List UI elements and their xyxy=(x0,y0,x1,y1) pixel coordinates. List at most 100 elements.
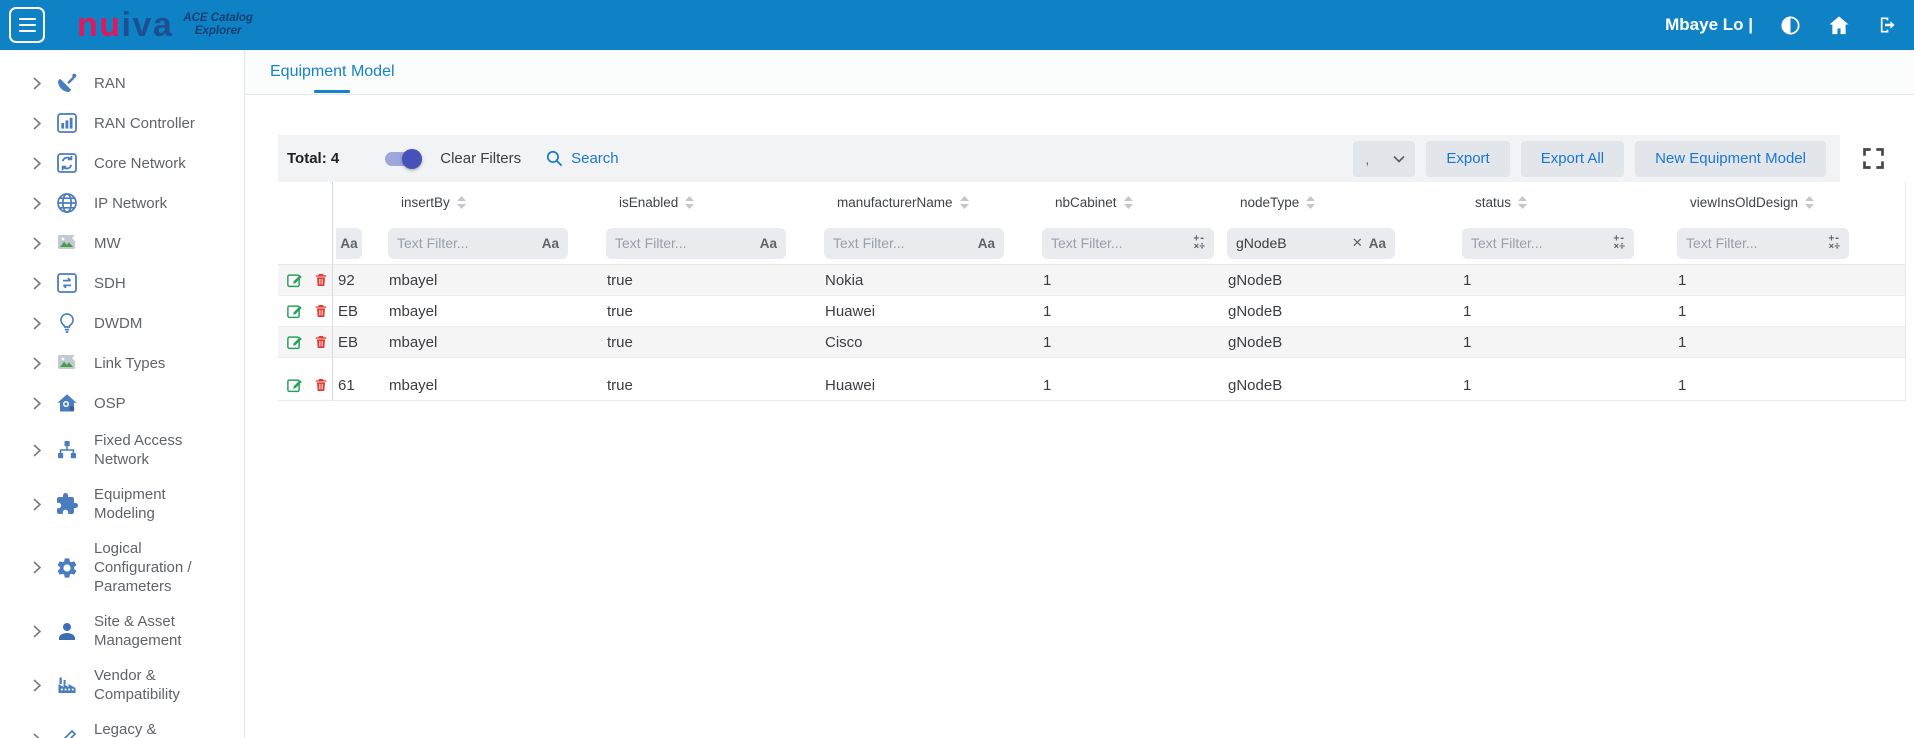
puzzle-icon xyxy=(55,492,79,516)
sidebar-item-core-network[interactable]: Core Network xyxy=(0,143,244,183)
numeric-filter-icon[interactable]: +- ×÷ xyxy=(1193,233,1205,252)
match-case-icon[interactable]: Aa xyxy=(759,235,777,251)
sort-icon[interactable] xyxy=(685,195,695,209)
match-case-icon[interactable]: Aa xyxy=(977,235,995,251)
filter-status-input[interactable] xyxy=(1471,235,1608,251)
column-header-manufacturerName[interactable]: manufacturerName xyxy=(819,195,1037,210)
sort-icon[interactable] xyxy=(456,195,466,209)
column-header-insertBy[interactable]: insertBy xyxy=(383,195,601,210)
user-name: Mbaye Lo | xyxy=(1665,15,1753,34)
satellite-dish-icon xyxy=(55,71,79,95)
delete-button[interactable] xyxy=(313,376,329,394)
chevron-right-icon xyxy=(33,624,41,638)
lightbulb-icon xyxy=(55,311,79,335)
brush-icon xyxy=(55,727,79,738)
sync-box-icon xyxy=(55,151,79,175)
chevron-right-icon xyxy=(33,76,41,90)
edit-button[interactable] xyxy=(286,302,304,320)
export-button[interactable]: Export xyxy=(1426,140,1510,177)
sidebar-item-ran-controller[interactable]: RAN Controller xyxy=(0,103,244,143)
filter-nodeType: ✕ Aa xyxy=(1227,227,1395,259)
clear-filters-label[interactable]: Clear Filters xyxy=(440,150,522,167)
sidebar-item-legacy-deprecated[interactable]: Legacy & Deprecated Items xyxy=(0,712,244,738)
edit-button[interactable] xyxy=(286,376,304,394)
filter-nbCabinet-input[interactable] xyxy=(1051,235,1188,251)
page-size-dropdown[interactable]: , xyxy=(1353,140,1416,177)
new-equipment-model-button[interactable]: New Equipment Model xyxy=(1635,140,1826,177)
brand-name: nuiva xyxy=(77,6,174,44)
loop-box-icon xyxy=(55,271,79,295)
total-count: Total: 4 xyxy=(287,150,340,167)
tab-equipment-model[interactable]: Equipment Model xyxy=(270,50,395,94)
contrast-icon[interactable] xyxy=(1780,15,1801,36)
home-icon[interactable] xyxy=(1828,15,1850,35)
sort-icon[interactable] xyxy=(1518,195,1528,209)
hamburger-menu-button[interactable] xyxy=(9,7,45,43)
chevron-right-icon xyxy=(33,316,41,330)
person-icon xyxy=(55,619,79,643)
filter-nodeType-input[interactable] xyxy=(1236,235,1348,251)
edit-icon xyxy=(287,274,302,288)
filter-row: Aa Aa Aa Aa +-×÷ ✕ Aa +-×÷ +-×÷ xyxy=(278,222,1905,265)
clipped-filter-box[interactable]: Aa xyxy=(336,227,362,259)
sidebar-item-ip-network[interactable]: IP Network xyxy=(0,183,244,223)
sidebar-item-dwdm[interactable]: DWDM xyxy=(0,303,244,343)
numeric-filter-icon[interactable]: +- ×÷ xyxy=(1828,233,1840,252)
column-header-nbCabinet[interactable]: nbCabinet xyxy=(1037,195,1222,210)
sort-icon[interactable] xyxy=(1123,195,1133,209)
filter-viewInsOldDesign-input[interactable] xyxy=(1686,235,1823,251)
equipment-model-table: insertBy isEnabled manufacturerName nbCa… xyxy=(278,182,1906,401)
sidebar-item-link-types[interactable]: Link Types xyxy=(0,343,244,383)
chevron-right-icon xyxy=(33,443,41,457)
match-case-icon[interactable]: Aa xyxy=(541,235,559,251)
column-header-status[interactable]: status xyxy=(1457,195,1672,210)
sidebar-item-sdh[interactable]: SDH xyxy=(0,263,244,303)
sidebar-item-ran[interactable]: RAN xyxy=(0,63,244,103)
edit-icon xyxy=(287,379,302,393)
filter-toggle[interactable] xyxy=(385,148,425,169)
edit-button[interactable] xyxy=(286,333,304,351)
search-button[interactable]: Search xyxy=(545,149,619,168)
column-header-viewInsOldDesign[interactable]: viewInsOldDesign xyxy=(1672,195,1905,210)
delete-button[interactable] xyxy=(313,302,329,320)
numeric-filter-icon[interactable]: +- ×÷ xyxy=(1613,233,1625,252)
hamburger-icon xyxy=(18,17,36,21)
sidebar-item-logical-configuration[interactable]: Logical Configuration / Parameters xyxy=(0,531,244,604)
export-all-button[interactable]: Export All xyxy=(1520,140,1625,177)
brand-logo: nuiva ACE Catalog Explorer xyxy=(77,8,253,42)
sort-icon[interactable] xyxy=(1306,195,1316,209)
clear-filter-icon[interactable]: ✕ xyxy=(1351,235,1363,250)
tab-bar: Equipment Model xyxy=(245,50,1914,95)
edit-button[interactable] xyxy=(286,271,304,289)
clipped-name-cell: EB xyxy=(338,333,359,351)
sidebar-item-osp[interactable]: OSP xyxy=(0,383,244,423)
column-header-nodeType[interactable]: nodeType xyxy=(1222,195,1457,210)
filter-isEnabled-input[interactable] xyxy=(615,235,754,251)
column-header-isEnabled[interactable]: isEnabled xyxy=(601,195,819,210)
sidebar-item-site-asset-management[interactable]: Site & Asset Management xyxy=(0,604,244,658)
sidebar-item-mw[interactable]: MW xyxy=(0,223,244,263)
row-group-gap xyxy=(278,358,1905,370)
delete-button[interactable] xyxy=(313,271,329,289)
sidebar-item-fixed-access-network[interactable]: Fixed Access Network xyxy=(0,423,244,477)
chevron-right-icon xyxy=(33,276,41,290)
delete-button[interactable] xyxy=(313,333,329,351)
chevron-right-icon xyxy=(33,396,41,410)
logout-icon[interactable] xyxy=(1877,15,1898,35)
table-row: EB mbayel true Huawei 1 gNodeB 1 1 xyxy=(278,296,1905,327)
match-case-icon[interactable]: Aa xyxy=(1368,235,1386,251)
sidebar-item-equipment-modeling[interactable]: Equipment Modeling xyxy=(0,477,244,531)
pinned-column-divider xyxy=(332,182,333,401)
house-icon xyxy=(55,391,79,415)
filter-manufacturerName-input[interactable] xyxy=(833,235,972,251)
edit-icon xyxy=(287,336,302,350)
sort-icon[interactable] xyxy=(1805,195,1815,209)
filter-insertBy-input[interactable] xyxy=(397,235,536,251)
image-placeholder-icon xyxy=(55,351,79,375)
chevron-right-icon xyxy=(33,236,41,250)
sort-icon[interactable] xyxy=(959,195,969,209)
bar-chart-icon xyxy=(55,111,79,135)
sidebar-item-vendor-compatibility[interactable]: Vendor & Compatibility xyxy=(0,658,244,712)
fullscreen-button[interactable] xyxy=(1840,135,1906,182)
match-case-icon[interactable]: Aa xyxy=(340,235,358,251)
